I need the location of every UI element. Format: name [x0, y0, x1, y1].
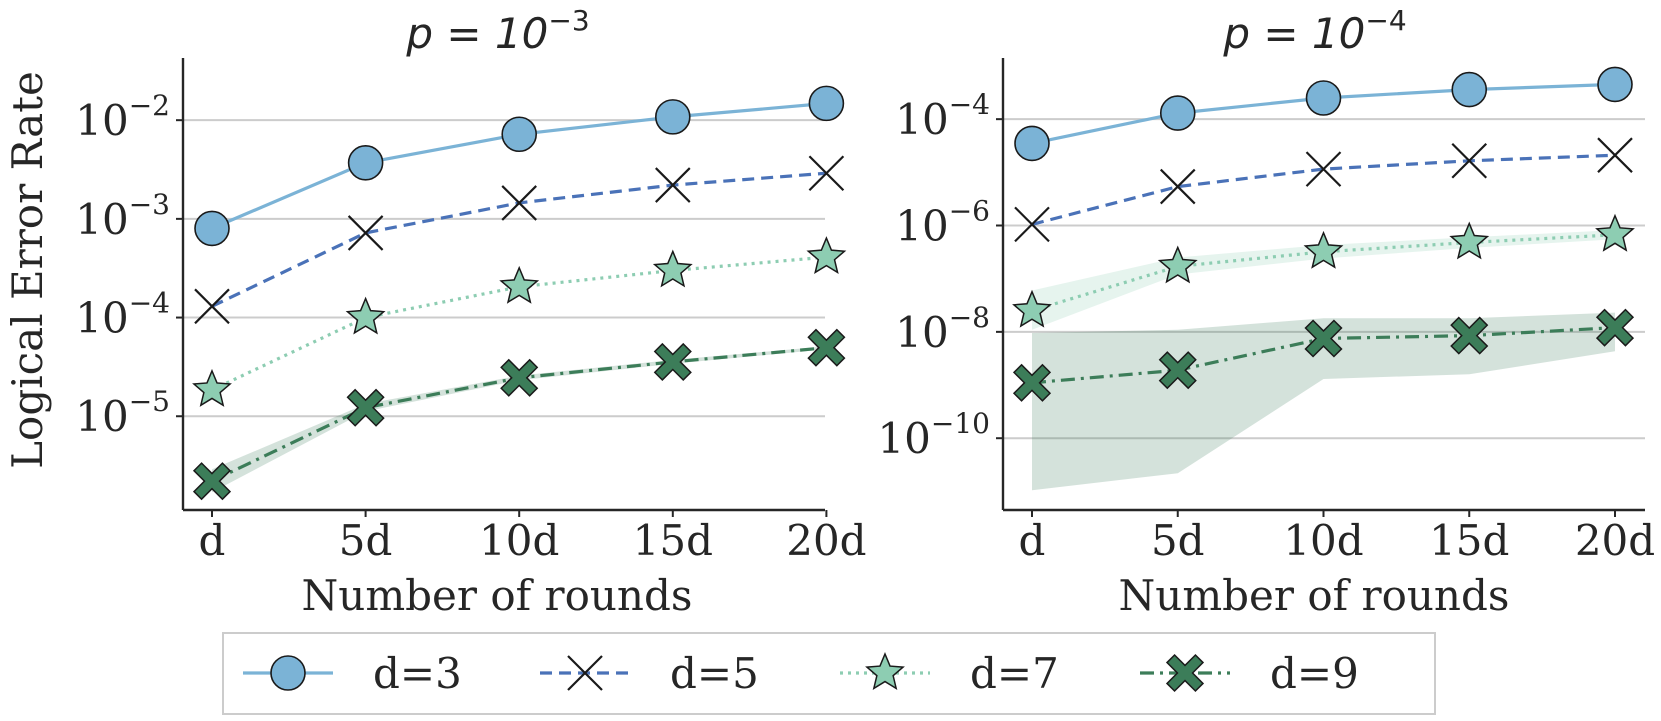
data-point-d=9	[500, 358, 539, 397]
grid-left	[183, 119, 825, 418]
data-point-d=7	[192, 368, 232, 407]
data-point-d=7	[345, 296, 386, 335]
data-point-d=3	[347, 144, 384, 181]
data-point-d=5	[347, 215, 384, 251]
data-point-d=7	[1449, 221, 1490, 260]
y-tick-label: 10−8	[895, 301, 990, 357]
x-tick-label: 5d	[1151, 516, 1205, 565]
x-tick-label: 10d	[479, 516, 559, 565]
legend: d=3 d=5 d=7 d=9	[222, 632, 1436, 715]
legend-item-d=3: d=3	[243, 649, 462, 698]
confidence-band	[212, 346, 827, 493]
data-point-d=5	[1597, 137, 1633, 173]
data-point-d=5	[655, 167, 691, 203]
x-tick-label: 15d	[633, 516, 713, 565]
data-point-d=7	[1012, 289, 1052, 328]
series-line-d=7	[211, 255, 827, 392]
x-axis-label-left: Number of rounds	[302, 571, 693, 620]
data-point-d=5	[194, 288, 230, 325]
data-point-d=9	[1012, 363, 1052, 402]
data-point-d=5	[1014, 206, 1050, 243]
data-point-d=9	[346, 388, 385, 427]
star-marker-icon	[865, 652, 905, 690]
data-point-d=3	[1451, 71, 1488, 108]
marks-right	[1012, 66, 1635, 402]
data-point-d=9	[807, 328, 846, 367]
circle-marker-icon	[270, 655, 306, 691]
x-tick-label: 20d	[1575, 516, 1655, 565]
y-tick-label: 10−5	[75, 385, 170, 441]
legend-label: d=5	[670, 649, 759, 698]
x-axis-label-right: Number of rounds	[1119, 571, 1510, 620]
x-tick-label: 5d	[339, 516, 393, 565]
data-point-d=3	[1159, 95, 1196, 131]
bold-x-marker-icon	[1165, 653, 1205, 693]
x-tick-label: 15d	[1429, 516, 1509, 565]
data-point-d=7	[806, 236, 847, 275]
y-tick-label: 10−4	[895, 88, 990, 144]
data-point-d=9	[653, 342, 692, 382]
x-tick-label: d	[1019, 516, 1046, 565]
x-marker-icon	[567, 655, 603, 691]
x-ticks-left: d 5d 10d 15d 20d	[199, 510, 867, 565]
legend-label: d=7	[970, 649, 1059, 698]
axes-left	[181, 58, 825, 512]
chart-left: p = 10−3 10−2 10−3 10−4 10−5 d 5d 10d 15d 20d N…	[75, 4, 866, 620]
data-point-d=3	[1305, 80, 1342, 116]
data-point-d=5	[501, 185, 537, 221]
series-line-d=5	[1031, 153, 1616, 226]
y-tick-label: 10−2	[75, 89, 170, 145]
y-tick-label: 10−3	[75, 188, 170, 244]
y-ticks-left: 10−2 10−3 10−4 10−5	[75, 89, 183, 441]
data-point-d=7	[652, 249, 693, 288]
legend-item-d=9: d=9	[1140, 649, 1359, 698]
confidence-band	[1032, 312, 1615, 491]
data-point-d=9	[1450, 316, 1489, 355]
chart-right: p = 10−4 10−410−610−810−10 d 5d 10d 15d 20d …	[877, 4, 1655, 620]
legend-label: d=3	[373, 649, 462, 698]
data-point-d=3	[1597, 66, 1633, 103]
legend-label: d=9	[1270, 649, 1359, 698]
chart-title-left: p = 10−3	[405, 4, 589, 58]
data-point-d=3	[501, 116, 538, 153]
data-point-d=5	[808, 155, 845, 192]
data-point-d=7	[499, 265, 540, 304]
data-point-d=5	[1451, 142, 1488, 179]
x-tick-label: 10d	[1283, 516, 1363, 565]
data-point-d=7	[1595, 213, 1635, 252]
y-tick-label: 10−4	[75, 287, 170, 343]
data-point-d=5	[1305, 151, 1342, 187]
data-point-d=5	[1159, 168, 1196, 205]
data-point-d=7	[1157, 245, 1198, 284]
x-ticks-right: d 5d 10d 15d 20d	[1019, 510, 1655, 565]
data-point-d=3	[194, 210, 230, 247]
data-point-d=3	[1014, 125, 1050, 162]
y-tick-label: 10−6	[895, 195, 990, 251]
x-tick-label: d	[199, 516, 226, 565]
legend-frame	[222, 632, 1436, 715]
data-point-d=7	[1303, 230, 1344, 269]
data-point-d=9	[1595, 308, 1635, 347]
series-line-d=9	[211, 346, 827, 483]
legend-item-d=7: d=7	[840, 649, 1059, 698]
y-tick-label: 10−10	[877, 407, 990, 463]
y-axis-label: Logical Error Rate	[3, 71, 52, 469]
data-point-d=9	[192, 462, 232, 501]
chart-title-right: p = 10−4	[1222, 4, 1406, 58]
y-ticks-right: 10−4 10−6 10−8 10−10	[877, 88, 1003, 463]
x-tick-label: 20d	[786, 516, 866, 565]
legend-item-d=5: d=5	[540, 649, 759, 698]
data-point-d=9	[1158, 351, 1197, 390]
marks-left	[192, 85, 847, 501]
data-point-d=3	[654, 99, 691, 135]
bands-left	[212, 346, 827, 493]
data-point-d=3	[808, 85, 845, 122]
data-point-d=9	[1304, 319, 1343, 358]
bands-right	[1032, 230, 1615, 491]
